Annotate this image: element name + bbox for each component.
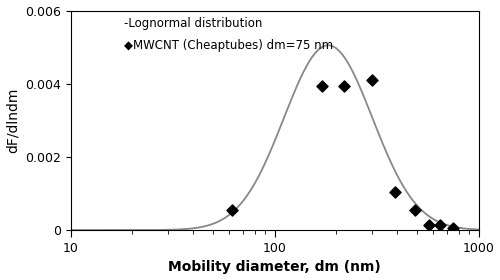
Point [424,222,432,227]
Point [449,226,457,230]
X-axis label: Mobility diameter, dm (nm): Mobility diameter, dm (nm) [168,260,381,274]
Point [340,83,348,88]
Point [368,78,376,82]
Point [228,208,236,212]
Point [391,190,399,194]
Point [436,222,444,227]
Y-axis label: dF/dlndm: dF/dlndm [6,88,20,153]
Point [318,83,326,88]
Text: ◆MWCNT (Cheaptubes) dm=75 nm: ◆MWCNT (Cheaptubes) dm=75 nm [124,39,333,52]
Point [412,208,420,212]
Text: -Lognormal distribution: -Lognormal distribution [124,17,262,30]
